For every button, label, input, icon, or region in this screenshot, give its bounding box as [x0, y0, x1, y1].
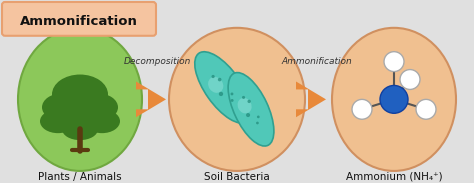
Ellipse shape: [62, 118, 98, 140]
Ellipse shape: [208, 77, 223, 93]
Text: Ammonium (NH₄⁺): Ammonium (NH₄⁺): [346, 172, 442, 182]
Ellipse shape: [256, 122, 259, 124]
Ellipse shape: [237, 98, 252, 113]
Ellipse shape: [352, 99, 372, 119]
FancyArrow shape: [136, 81, 166, 117]
Ellipse shape: [228, 73, 274, 146]
Ellipse shape: [58, 103, 102, 131]
Ellipse shape: [169, 28, 305, 171]
Ellipse shape: [52, 85, 88, 109]
FancyArrow shape: [296, 81, 326, 117]
Text: Ammonification: Ammonification: [20, 15, 138, 28]
Text: Plants / Animals: Plants / Animals: [38, 172, 122, 182]
Ellipse shape: [72, 85, 108, 109]
Ellipse shape: [219, 92, 223, 96]
Ellipse shape: [195, 52, 251, 123]
Ellipse shape: [384, 52, 404, 72]
Ellipse shape: [242, 96, 245, 99]
Ellipse shape: [246, 113, 250, 117]
Ellipse shape: [400, 70, 420, 89]
Ellipse shape: [84, 109, 120, 133]
Ellipse shape: [230, 93, 233, 95]
Ellipse shape: [211, 75, 215, 78]
FancyBboxPatch shape: [2, 2, 156, 36]
Ellipse shape: [218, 78, 221, 81]
Text: Ammonification: Ammonification: [282, 57, 352, 66]
Text: Decomposition: Decomposition: [123, 57, 191, 66]
Ellipse shape: [40, 109, 76, 133]
Ellipse shape: [257, 115, 260, 118]
Ellipse shape: [52, 74, 108, 114]
Ellipse shape: [231, 99, 234, 102]
Ellipse shape: [380, 85, 408, 113]
Ellipse shape: [332, 28, 456, 171]
Ellipse shape: [42, 93, 82, 121]
Ellipse shape: [247, 100, 251, 103]
Text: Soil Bacteria: Soil Bacteria: [204, 172, 270, 182]
Ellipse shape: [18, 28, 142, 171]
Ellipse shape: [416, 99, 436, 119]
Ellipse shape: [78, 93, 118, 121]
